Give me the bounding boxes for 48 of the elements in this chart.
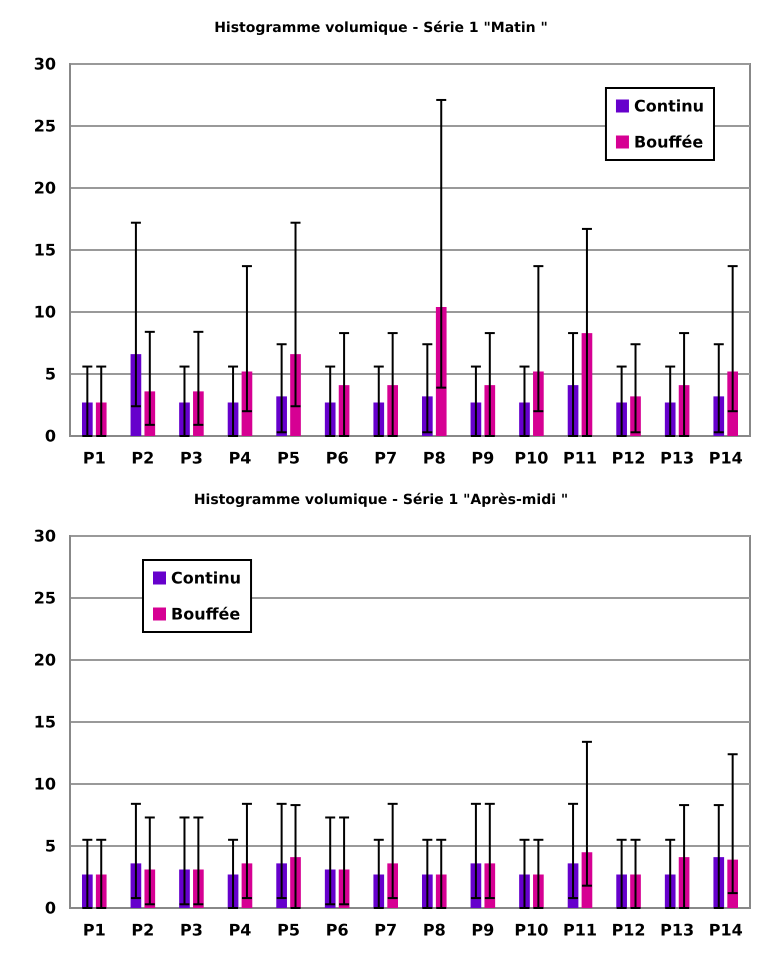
legend-label: Bouffée <box>634 132 704 152</box>
y-tick-label: 5 <box>44 364 56 384</box>
x-tick-label: P14 <box>708 448 743 468</box>
y-tick-label: 30 <box>34 54 56 74</box>
y-tick-label: 25 <box>34 588 56 608</box>
x-tick-label: P7 <box>374 920 398 940</box>
x-tick-label: P5 <box>277 448 300 468</box>
y-tick-label: 30 <box>34 526 56 546</box>
chart-title: Histogramme volumique - Série 1 "Matin " <box>214 20 548 36</box>
x-tick-label: P11 <box>563 448 597 468</box>
y-tick-label: 20 <box>34 650 56 670</box>
x-tick-label: P2 <box>131 448 154 468</box>
y-tick-label: 15 <box>34 712 56 732</box>
y-tick-label: 5 <box>44 836 56 856</box>
x-tick-label: P13 <box>660 920 694 940</box>
x-tick-label: P3 <box>180 448 203 468</box>
x-tick-label: P1 <box>82 920 106 940</box>
x-tick-label: P4 <box>228 920 252 940</box>
x-tick-label: P10 <box>514 448 548 468</box>
x-tick-label: P6 <box>326 448 349 468</box>
legend-label: Continu <box>634 96 704 116</box>
legend-label: Continu <box>171 568 242 588</box>
x-tick-label: P11 <box>563 920 597 940</box>
x-tick-label: P2 <box>131 920 154 940</box>
y-tick-label: 0 <box>44 898 56 918</box>
y-tick-label: 10 <box>34 302 56 322</box>
x-tick-label: P10 <box>514 920 548 940</box>
x-tick-label: P9 <box>471 448 494 468</box>
x-tick-label: P1 <box>82 448 106 468</box>
x-tick-label: P3 <box>180 920 203 940</box>
chart-title: Histogramme volumique - Série 1 "Après-midi " <box>194 492 568 508</box>
x-tick-label: P4 <box>228 448 252 468</box>
x-tick-label: P12 <box>612 920 646 940</box>
x-tick-label: P12 <box>612 448 646 468</box>
x-tick-label: P6 <box>326 920 349 940</box>
legend-label: Bouffée <box>171 604 240 624</box>
y-tick-label: 10 <box>34 774 56 794</box>
x-tick-label: P9 <box>471 920 494 940</box>
y-tick-label: 20 <box>34 178 56 198</box>
y-tick-label: 25 <box>34 116 56 136</box>
x-tick-label: P7 <box>374 448 398 468</box>
x-tick-label: P5 <box>277 920 300 940</box>
y-tick-label: 0 <box>44 426 56 446</box>
x-tick-label: P8 <box>422 448 446 468</box>
x-tick-label: P13 <box>660 448 694 468</box>
x-tick-label: P8 <box>422 920 446 940</box>
x-tick-label: P14 <box>708 920 743 940</box>
y-tick-label: 15 <box>34 240 56 260</box>
